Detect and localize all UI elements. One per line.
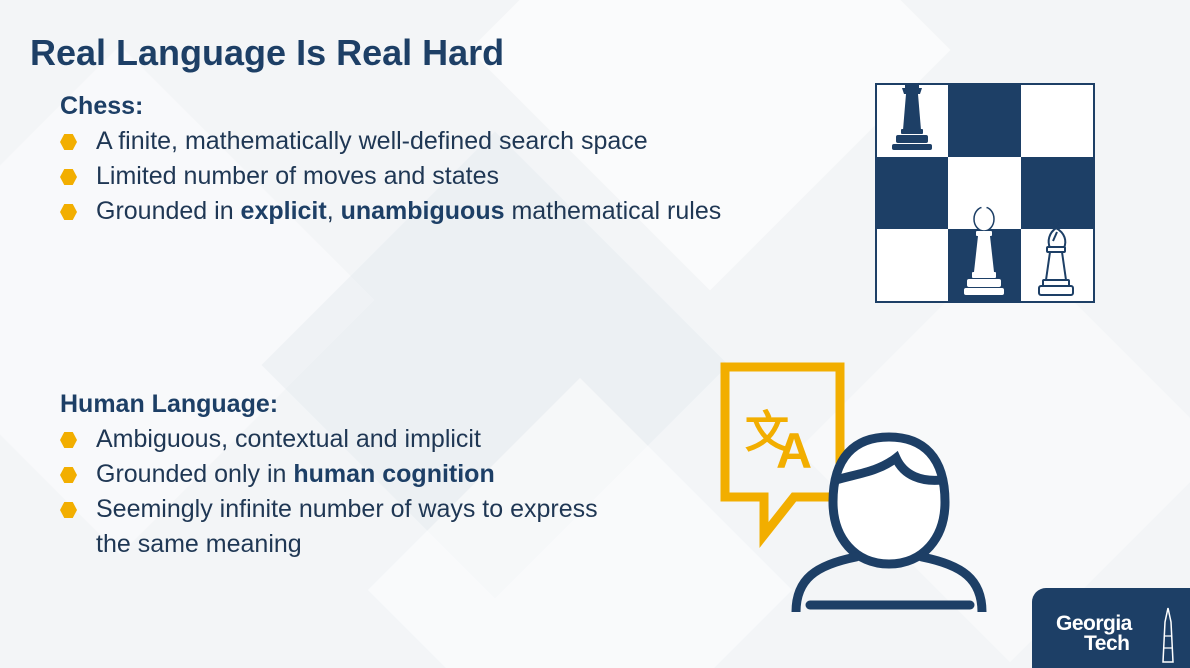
bullet-emphasis-unambiguous: unambiguous: [340, 197, 505, 225]
hexagon-bullet-icon: [60, 204, 77, 220]
hexagon-bullet-icon: [60, 432, 77, 448]
georgia-tech-logo: Georgia Tech: [1032, 588, 1190, 668]
bullet-emphasis-human-cognition: human cognition: [293, 460, 495, 488]
bishop-piece-white-on-dark-icon: [964, 203, 1004, 295]
slide-title: Real Language Is Real Hard: [30, 32, 505, 73]
bullet-text: Limited number of moves and states: [96, 162, 499, 190]
translate-speech-bubble-icon: 文 A: [720, 362, 845, 548]
language-bullet-1: Ambiguous, contextual and implicit: [60, 422, 598, 457]
hexagon-bullet-icon: [60, 467, 77, 483]
logo-word-georgia: Georgia: [1056, 612, 1132, 635]
bishop-piece-outline-icon: [1038, 221, 1074, 296]
human-language-heading: Human Language:: [60, 390, 279, 418]
bullet-text-pre: Grounded only in: [96, 460, 294, 488]
hexagon-bullet-icon: [60, 169, 77, 185]
chessboard-illustration: [875, 83, 1095, 303]
dark-square: [876, 157, 948, 229]
bullet-emphasis-explicit: explicit: [240, 197, 327, 225]
language-bullet-2: Grounded only in human cognition: [60, 457, 598, 492]
chess-bullet-list: A finite, mathematically well-defined se…: [60, 124, 721, 229]
bullet-text-pre: Grounded in: [96, 197, 241, 225]
bullet-text: A finite, mathematically well-defined se…: [96, 127, 648, 155]
language-bullet-3: Seemingly infinite number of ways to exp…: [60, 492, 598, 562]
person-outline-icon: [791, 432, 987, 612]
chess-bullet-1: A finite, mathematically well-defined se…: [60, 124, 721, 159]
bullet-text-line1: Seemingly infinite number of ways to exp…: [96, 495, 598, 523]
human-language-bullet-list: Ambiguous, contextual and implicit Groun…: [60, 422, 598, 562]
translation-person-illustration: 文 A: [720, 362, 987, 612]
translate-glyph-cjk: 文: [745, 407, 789, 458]
king-piece-icon: [892, 83, 932, 150]
chess-bullet-3: Grounded in explicit, unambiguous mathem…: [60, 194, 721, 229]
logo-word-tech: Tech: [1084, 632, 1130, 655]
bullet-text-line2: the same meaning: [96, 530, 302, 558]
tech-tower-icon: [1162, 607, 1174, 663]
bullet-text-post: mathematical rules: [504, 197, 722, 225]
bullet-text: Ambiguous, contextual and implicit: [96, 425, 481, 453]
bullet-text-mid: ,: [326, 197, 341, 225]
dark-square: [1021, 157, 1094, 229]
translate-glyph-latin: A: [776, 423, 812, 479]
chess-heading: Chess:: [60, 92, 144, 120]
chess-bullet-2: Limited number of moves and states: [60, 159, 721, 194]
hexagon-bullet-icon: [60, 502, 77, 518]
hexagon-bullet-icon: [60, 134, 77, 150]
dark-square: [948, 84, 1021, 157]
